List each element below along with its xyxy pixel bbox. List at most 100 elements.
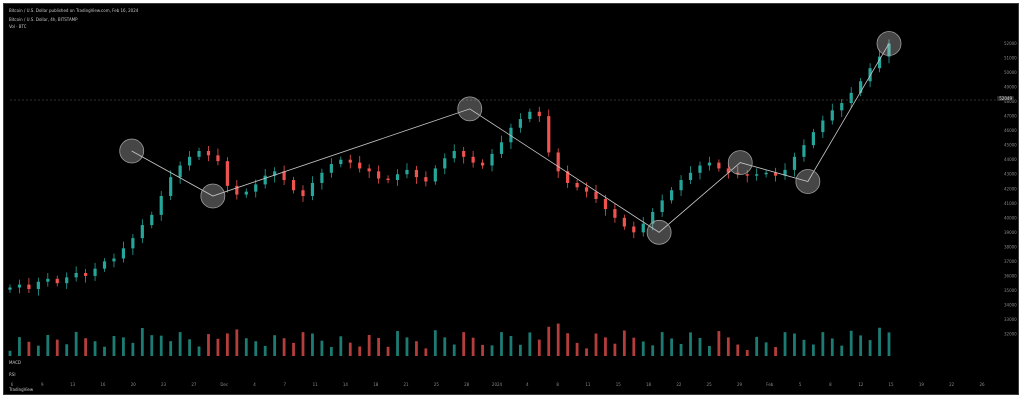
volume-bar xyxy=(321,341,324,356)
x-tick-label: 15 xyxy=(616,382,622,387)
candle-body xyxy=(746,174,749,175)
x-tick-label: 12 xyxy=(858,382,864,387)
x-tick-label: 25 xyxy=(707,382,713,387)
candle-body xyxy=(169,177,172,196)
volume-bar xyxy=(84,338,87,356)
x-tick-label: 22 xyxy=(676,382,682,387)
y-tick-label: 47000 xyxy=(1004,114,1017,119)
volume-bar xyxy=(406,337,409,356)
candle-body xyxy=(434,168,437,181)
y-tick-label: 45000 xyxy=(1004,143,1017,148)
swing-point-marker xyxy=(728,151,752,175)
candle-body xyxy=(197,151,200,157)
candle-body xyxy=(765,173,768,174)
x-tick-label: 11 xyxy=(313,382,319,387)
x-tick-label: 22 xyxy=(949,382,955,387)
volume-bar xyxy=(349,343,352,356)
volume-bar xyxy=(642,342,645,357)
candle-body xyxy=(500,142,503,154)
volume-bar xyxy=(75,332,78,356)
candle-body xyxy=(462,151,465,157)
candle-body xyxy=(245,192,248,195)
candle-body xyxy=(358,163,361,169)
candle-body xyxy=(424,177,427,181)
rsi-legend[interactable]: RSI xyxy=(9,372,16,377)
candle-body xyxy=(18,285,21,288)
x-tick-label: 19 xyxy=(919,382,925,387)
candle-body xyxy=(330,164,333,173)
volume-bar xyxy=(311,334,314,357)
y-tick-label: 35000 xyxy=(1004,288,1017,293)
candle-body xyxy=(793,157,796,170)
volume-bar xyxy=(500,332,503,356)
volume-bar xyxy=(547,327,550,356)
volume-bar xyxy=(595,334,598,356)
volume-bar xyxy=(708,346,711,356)
candle-body xyxy=(75,273,78,277)
volume-bar xyxy=(434,330,437,356)
volume-bar xyxy=(519,345,522,356)
volume-bar xyxy=(179,332,182,356)
volume-bar xyxy=(632,338,635,356)
volume-bar xyxy=(113,336,116,356)
chart-window: Bitcoin / U.S. Dollar published on Tradi… xyxy=(3,3,1019,395)
x-tick-label: 9 xyxy=(41,382,44,387)
x-tick-label: 23 xyxy=(161,382,167,387)
volume-bar xyxy=(689,332,692,356)
candle-body xyxy=(594,192,597,199)
volume-bar xyxy=(330,347,333,356)
x-tick-label: 4 xyxy=(526,382,529,387)
candle-body xyxy=(56,279,59,283)
volume-bar xyxy=(566,333,569,356)
candle-body xyxy=(216,155,219,161)
y-tick-label: 51000 xyxy=(1004,56,1017,61)
volume-bar xyxy=(94,341,97,356)
y-tick-label: 36000 xyxy=(1004,273,1017,278)
swing-point-marker xyxy=(877,32,901,56)
x-tick-label: 25 xyxy=(434,382,440,387)
candle-body xyxy=(415,170,418,177)
x-tick-label: 16 xyxy=(100,382,106,387)
candle-body xyxy=(632,227,635,233)
candle-body xyxy=(93,269,96,276)
candle-body xyxy=(160,196,163,215)
candle-body xyxy=(207,151,210,155)
volume-bar xyxy=(56,340,59,356)
volume-bar xyxy=(623,331,626,357)
candle-body xyxy=(386,179,389,180)
volume-bar xyxy=(358,346,361,356)
volume-bar xyxy=(472,338,475,356)
y-tick-label: 52000 xyxy=(1004,41,1017,46)
candle-body xyxy=(538,112,541,116)
candle-body xyxy=(821,121,824,133)
volume-bar xyxy=(736,345,739,356)
y-tick-label: 46000 xyxy=(1004,128,1017,133)
price-chart[interactable]: 52000 51000 50000 49000 48000 47000 46000 45000… xyxy=(4,4,1019,395)
volume-bar xyxy=(443,337,446,356)
candle-body xyxy=(311,183,314,196)
volume-bar xyxy=(65,344,68,356)
volume-bar xyxy=(424,348,427,356)
candle-body xyxy=(339,160,342,164)
candle-body xyxy=(613,209,616,218)
volume-bar xyxy=(840,346,843,356)
x-tick-label: 18 xyxy=(646,382,652,387)
candle-body xyxy=(472,157,475,163)
candle-body xyxy=(131,238,134,248)
y-tick-label: 43000 xyxy=(1004,172,1017,177)
swing-point-marker xyxy=(201,184,225,208)
volume-bar xyxy=(717,331,720,356)
candle-body xyxy=(103,261,106,268)
candle-body xyxy=(850,93,853,103)
macd-legend[interactable]: MACD xyxy=(9,360,21,365)
candle-body xyxy=(122,248,125,258)
candle-body xyxy=(254,184,257,191)
candle-body xyxy=(575,183,578,187)
candle-body xyxy=(65,277,68,283)
candle-body xyxy=(831,110,834,120)
y-tick-label: 37000 xyxy=(1004,259,1017,264)
volume-bar xyxy=(188,339,191,356)
candle-body xyxy=(642,224,645,233)
y-tick-label: 50000 xyxy=(1004,70,1017,75)
candle-body xyxy=(264,176,267,185)
